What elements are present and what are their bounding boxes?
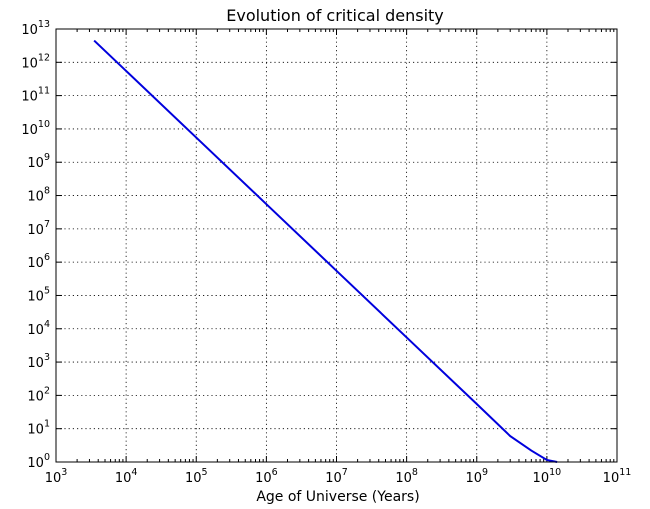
chart-title: Evolution of critical density [226, 6, 444, 25]
series-layer [93, 39, 558, 463]
x-tick-label: 104 [115, 467, 138, 486]
x-tick-label: 108 [395, 467, 418, 486]
x-tick-label: 1010 [533, 467, 562, 486]
ticks-layer [55, 28, 618, 463]
y-tick-label: 1012 [21, 52, 50, 71]
grid-layer [56, 29, 617, 462]
y-tick-label: 101 [27, 419, 50, 438]
series-line-critical-density [93, 39, 558, 463]
y-tick-label: 104 [27, 319, 50, 338]
x-tick-label: 107 [325, 467, 348, 486]
y-tick-label: 106 [27, 252, 50, 271]
x-tick-label: 1011 [603, 467, 632, 486]
x-tick-label: 105 [185, 467, 208, 486]
y-tick-label: 1010 [21, 119, 50, 138]
y-tick-label: 109 [27, 152, 50, 171]
y-tick-label: 103 [27, 352, 50, 371]
x-axis-title: Age of Universe (Years) [256, 489, 419, 505]
labels-layer: 103 104 105 106 107 108 109 1010 1011 100 101 102 10… [21, 19, 631, 486]
y-tick-label: 100 [27, 452, 50, 471]
x-tick-label: 109 [465, 467, 488, 486]
y-tick-label: 105 [27, 285, 50, 304]
y-tick-label: 107 [27, 219, 50, 238]
x-tick-label: 106 [255, 467, 278, 486]
x-tick-label: 103 [45, 467, 68, 486]
plot-frame [55, 28, 618, 463]
y-tick-label: 1011 [21, 86, 50, 105]
y-tick-label: 102 [27, 385, 50, 404]
y-tick-label: 108 [27, 186, 50, 205]
y-tick-label: 1013 [21, 19, 50, 38]
